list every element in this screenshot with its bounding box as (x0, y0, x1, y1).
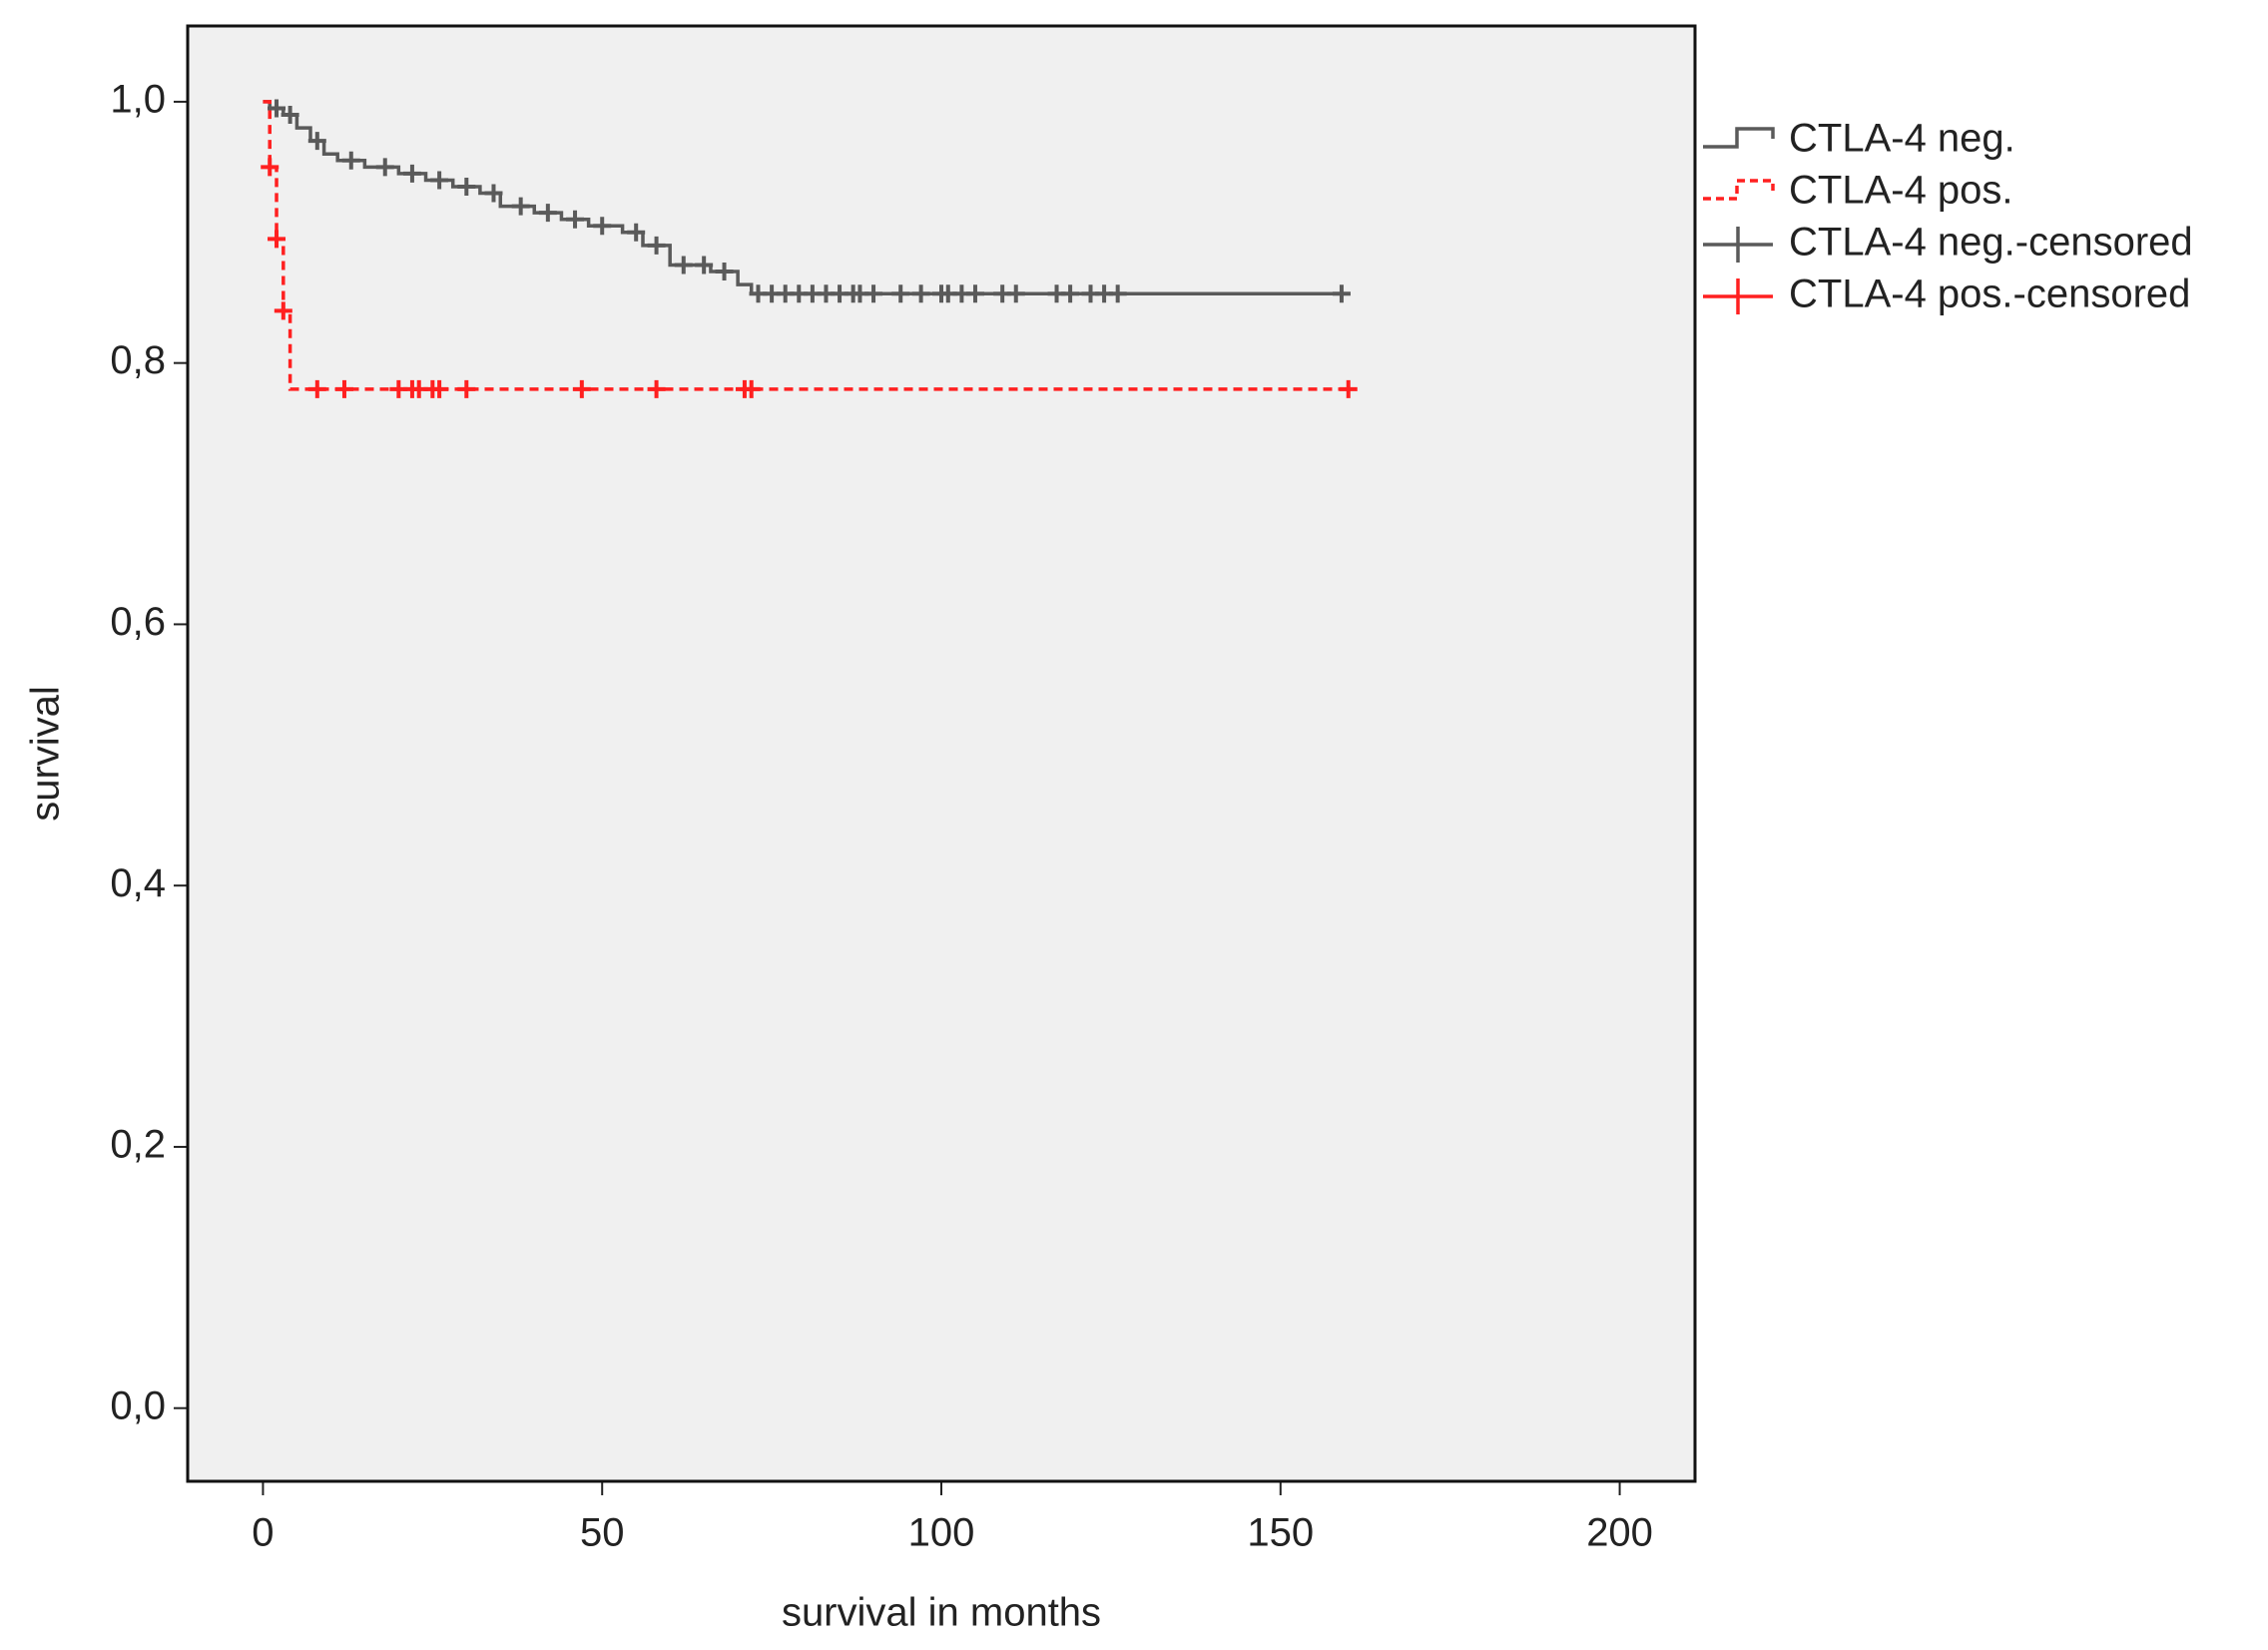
censor-mark (281, 105, 299, 124)
censor-mark (375, 158, 394, 177)
censor-mark (268, 230, 286, 249)
censor-mark (268, 99, 286, 118)
legend-label: CTLA-4 neg.-censored (1789, 221, 2193, 265)
censor-mark (572, 379, 591, 398)
legend-swatch (1703, 127, 1775, 149)
survival-line (263, 100, 1349, 296)
censor-mark (627, 223, 646, 242)
y-tick-label: 0,2 (110, 1123, 166, 1167)
x-tick-label: 200 (1586, 1511, 1653, 1555)
censor-mark (261, 158, 280, 177)
censor-mark (341, 151, 360, 170)
y-tick-label: 0,0 (110, 1383, 166, 1427)
censor-mark (430, 171, 449, 190)
censor-mark (307, 379, 326, 398)
censor-mark (566, 210, 585, 229)
censor-mark (715, 263, 734, 281)
censor-mark (647, 236, 666, 255)
y-tick-label: 0,6 (110, 600, 166, 644)
censor-mark (911, 284, 930, 303)
censor-mark (1006, 284, 1025, 303)
censor-mark (538, 204, 557, 223)
censor-mark (674, 256, 693, 275)
x-axis-label: survival in months (782, 1591, 1101, 1635)
legend-swatch (1703, 179, 1775, 201)
y-axis-label: survival (24, 686, 68, 822)
censor-mark (1332, 284, 1351, 303)
censor-mark (430, 379, 449, 398)
x-tick-label: 100 (908, 1511, 975, 1555)
censor-mark (511, 197, 530, 216)
y-tick-label: 0,8 (110, 338, 166, 382)
censor-mark (965, 284, 984, 303)
censor-mark (457, 379, 476, 398)
y-tick-label: 0,4 (110, 861, 166, 905)
x-tick-label: 0 (252, 1511, 274, 1555)
censor-mark (742, 379, 761, 398)
legend-label: CTLA-4 neg. (1789, 117, 2015, 161)
legend-swatch (1703, 227, 1773, 263)
x-tick-label: 150 (1247, 1511, 1314, 1555)
plot-frame (186, 24, 1697, 1483)
censor-mark (307, 132, 326, 151)
censor-mark (1108, 284, 1127, 303)
censor-mark (484, 184, 503, 203)
legend-label: CTLA-4 pos. (1789, 169, 2013, 213)
censor-mark (457, 177, 476, 196)
legend-label: CTLA-4 pos.-censored (1789, 273, 2190, 316)
censor-mark (334, 379, 353, 398)
censor-mark (593, 217, 612, 236)
censor-mark (1339, 379, 1358, 398)
censor-mark (274, 301, 292, 320)
censor-mark (402, 164, 421, 183)
censor-mark (695, 256, 714, 275)
y-tick-label: 1,0 (110, 77, 166, 121)
legend-swatch (1703, 278, 1773, 314)
censor-mark (891, 284, 910, 303)
censor-mark (647, 379, 666, 398)
censor-mark (864, 284, 883, 303)
plot-area (188, 26, 1695, 1481)
censor-mark (1061, 284, 1080, 303)
x-tick-label: 50 (580, 1511, 625, 1555)
